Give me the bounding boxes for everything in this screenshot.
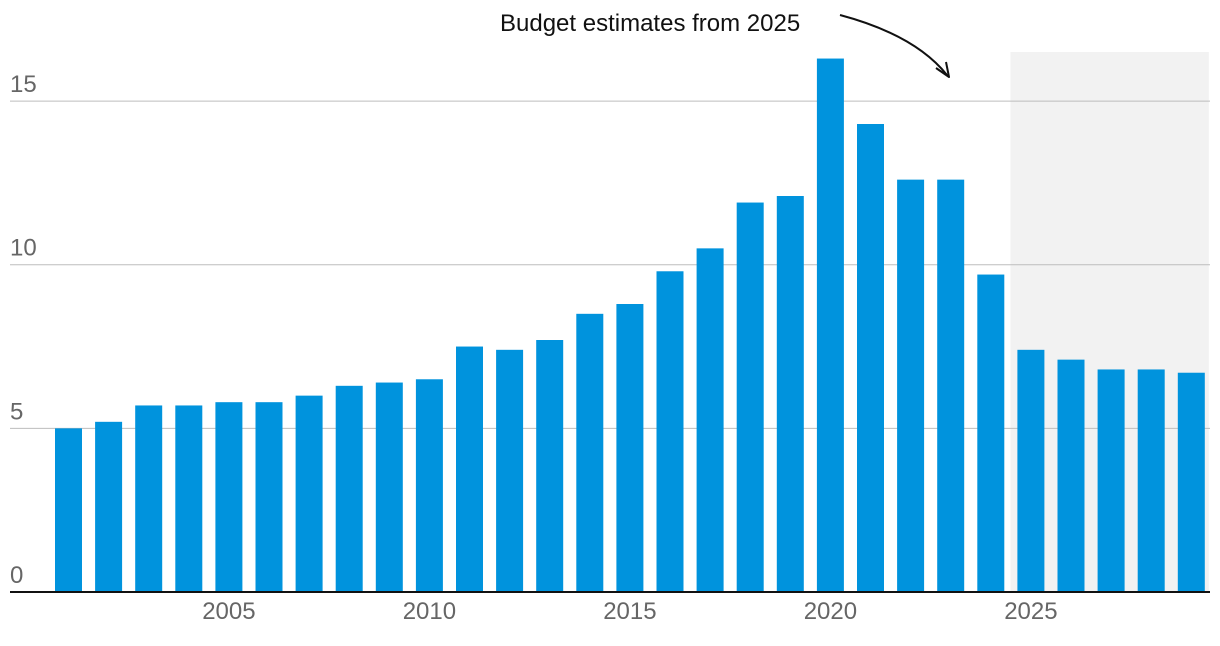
bar-2020 [816, 58, 844, 592]
bar-2005 [215, 402, 243, 592]
gridlines [10, 100, 1210, 429]
x-tick-label: 2010 [403, 598, 456, 625]
bar-2014 [576, 313, 604, 592]
bar-2013 [536, 340, 564, 592]
bar-2008 [335, 385, 363, 592]
bar-2022 [897, 179, 925, 593]
bar-2002 [95, 421, 123, 592]
x-tick-label: 2015 [603, 598, 656, 625]
y-tick-label: 5 [10, 398, 23, 425]
bar-2016 [656, 271, 684, 592]
bar-2012 [496, 349, 524, 592]
x-tick-label: 2020 [804, 598, 857, 625]
y-tick-label: 10 [10, 235, 37, 262]
bars [55, 58, 1205, 593]
bar-2001 [55, 428, 82, 592]
bar-2029 [1177, 372, 1205, 592]
bar-2025 [1017, 349, 1045, 592]
bar-2027 [1097, 369, 1125, 592]
bar-2021 [857, 124, 884, 592]
bar-2009 [375, 382, 403, 592]
bar-2011 [456, 346, 483, 592]
bar-2010 [415, 379, 443, 592]
x-tick-labels: 2005 2010 2015 2020 2025 [202, 598, 1057, 625]
annotation-arrow [839, 14, 948, 76]
bar-2024 [977, 274, 1005, 592]
bar-2026 [1057, 359, 1085, 592]
bar-2023 [937, 179, 965, 593]
bar-2003 [135, 405, 163, 592]
bar-2007 [295, 395, 323, 592]
bar-2006 [255, 402, 283, 592]
annotation-text: Budget estimates from 2025 [500, 10, 800, 37]
bar-2017 [696, 248, 724, 592]
bar-2028 [1137, 369, 1165, 592]
bar-2015 [616, 304, 644, 592]
y-tick-label: 0 [10, 562, 23, 589]
y-tick-label: 15 [10, 71, 37, 98]
y-tick-labels: 0 5 10 15 [10, 71, 37, 589]
bar-2004 [175, 405, 203, 592]
x-tick-label: 2025 [1004, 598, 1057, 625]
x-tick-label: 2005 [202, 598, 255, 625]
annotation-arrowhead-icon [935, 61, 950, 78]
bar-2018 [736, 202, 764, 592]
bar-2019 [776, 196, 804, 592]
